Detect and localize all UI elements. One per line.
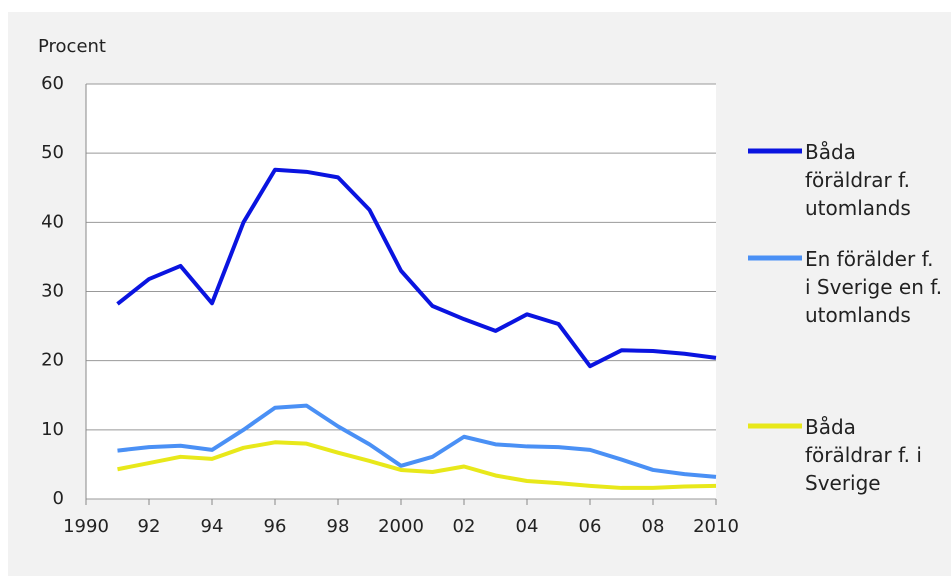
y-tick-label: 20 — [41, 350, 64, 371]
x-tick-label: 94 — [201, 516, 224, 537]
y-tick-label: 40 — [41, 211, 64, 232]
x-tick-label: 2010 — [693, 516, 739, 537]
line-series — [117, 440, 717, 490]
line-series — [116, 167, 717, 369]
y-tick-label: 30 — [41, 281, 64, 302]
legend-label: En förälder f. i Sverige en f. utomlands — [805, 247, 943, 327]
y-axis-label: Procent — [38, 36, 106, 57]
x-tick-label: 92 — [138, 516, 161, 537]
y-tick-label: 50 — [41, 142, 64, 163]
x-tick-label: 2000 — [378, 516, 424, 537]
x-tick-label: 06 — [579, 516, 602, 537]
x-tick-label: 1990 — [63, 516, 109, 537]
x-tick-label: 98 — [327, 516, 350, 537]
legend-label: Båda föräldrar f. i Sverige — [805, 415, 922, 495]
x-tick-label: 02 — [453, 516, 476, 537]
y-tick-label: 10 — [41, 419, 64, 440]
x-tick-label: 04 — [516, 516, 539, 537]
x-tick-label: 08 — [642, 516, 665, 537]
line-series — [117, 403, 717, 479]
legend-label: Båda föräldrar f. utomlands — [805, 140, 911, 220]
y-tick-label: 0 — [53, 488, 64, 509]
y-tick-label: 60 — [41, 73, 64, 94]
x-tick-label: 96 — [264, 516, 287, 537]
